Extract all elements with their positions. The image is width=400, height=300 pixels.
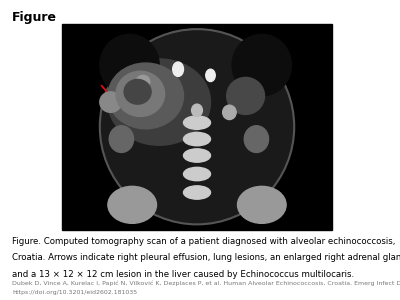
Ellipse shape [206, 69, 215, 82]
Bar [62, 24, 332, 230]
Ellipse shape [108, 63, 184, 129]
Ellipse shape [184, 167, 210, 181]
Text: Croatia. Arrows indicate right pleural effusion, lung lesions, an enlarged right: Croatia. Arrows indicate right pleural e… [12, 254, 400, 262]
Ellipse shape [109, 126, 134, 152]
Text: and a 13 × 12 × 12 cm lesion in the liver caused by Echinococcus multilocaris.: and a 13 × 12 × 12 cm lesion in the live… [12, 270, 354, 279]
Ellipse shape [184, 149, 210, 162]
Ellipse shape [192, 104, 202, 116]
Ellipse shape [173, 62, 184, 76]
Ellipse shape [136, 75, 150, 88]
Ellipse shape [238, 186, 286, 223]
Ellipse shape [223, 105, 236, 120]
Ellipse shape [100, 34, 159, 96]
Ellipse shape [100, 29, 294, 224]
Ellipse shape [232, 34, 292, 96]
Ellipse shape [108, 59, 210, 145]
Text: Figure: Figure [12, 11, 57, 23]
Ellipse shape [184, 116, 210, 129]
Ellipse shape [116, 71, 165, 116]
Ellipse shape [227, 77, 264, 114]
Ellipse shape [184, 132, 210, 146]
Text: https://doi.org/10.3201/eid2602.181035: https://doi.org/10.3201/eid2602.181035 [12, 290, 137, 295]
Ellipse shape [244, 126, 268, 152]
Text: Figure. Computed tomography scan of a patient diagnosed with alveolar echinococc: Figure. Computed tomography scan of a pa… [12, 237, 395, 246]
Ellipse shape [100, 92, 122, 112]
Ellipse shape [124, 80, 151, 104]
Text: Dubek D, Vince A, Kurelac I, Papić N, Vilković K, Dezplaces P, et al. Human Alve: Dubek D, Vince A, Kurelac I, Papić N, Vi… [12, 280, 400, 286]
Ellipse shape [108, 186, 156, 223]
Ellipse shape [184, 186, 210, 199]
